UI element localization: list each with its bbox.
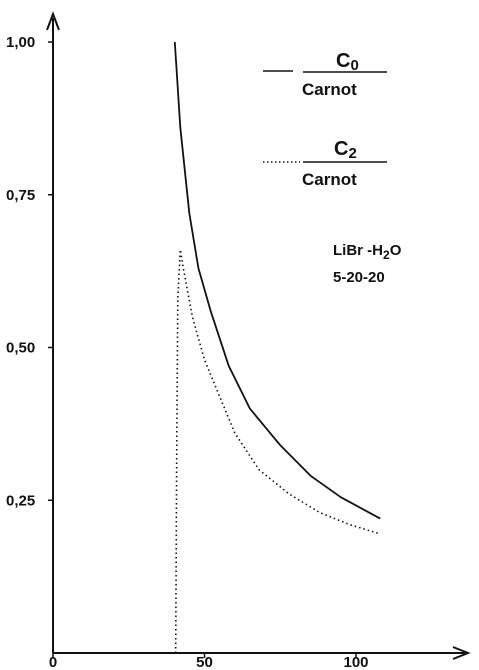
legend-c0-numerator: C0 bbox=[336, 50, 359, 74]
legend-c2-letter: C bbox=[334, 138, 348, 160]
series-line-c2-carnot bbox=[174, 248, 381, 654]
legend-c2-denominator: Carnot bbox=[302, 170, 357, 189]
legend-c0-sub: 0 bbox=[350, 57, 358, 74]
annotation-system-main: LiBr -H bbox=[333, 242, 383, 259]
legend-c2-numerator: C2 bbox=[334, 138, 357, 162]
series bbox=[173, 41, 381, 654]
annotation-conditions: 5-20-20 bbox=[333, 269, 385, 286]
annotation-system-tail: O bbox=[390, 242, 402, 259]
annotation-system-sub: 2 bbox=[383, 248, 390, 262]
x-tick-label: 100 bbox=[343, 654, 368, 670]
legend-c0-letter: C bbox=[336, 50, 350, 72]
y-tick-label: 0,25 bbox=[6, 492, 35, 509]
y-tick-label: 0,50 bbox=[6, 340, 35, 357]
x-ticks: 0 50 100 bbox=[49, 653, 369, 670]
legend: C0 Carnot C2 Carnot bbox=[263, 50, 387, 189]
y-tick-label: 1,00 bbox=[6, 34, 35, 51]
x-axis-arrow bbox=[452, 646, 471, 660]
annotation: LiBr -H2O 5-20-20 bbox=[333, 242, 402, 286]
annotation-system: LiBr -H2O bbox=[333, 242, 402, 262]
legend-entry-c2: C2 Carnot bbox=[263, 138, 387, 189]
x-tick-label: 0 bbox=[49, 654, 57, 670]
legend-entry-c0: C0 Carnot bbox=[263, 50, 387, 99]
y-ticks: 0,25 0,50 0,75 1,00 bbox=[6, 34, 53, 509]
x-tick-label: 50 bbox=[196, 654, 213, 670]
series-line-c0-carnot bbox=[173, 41, 381, 520]
legend-c2-sub: 2 bbox=[348, 145, 356, 162]
y-tick-label: 0,75 bbox=[6, 187, 35, 204]
legend-c0-denominator: Carnot bbox=[302, 80, 357, 99]
axes bbox=[46, 11, 471, 660]
y-axis-arrow bbox=[46, 11, 60, 31]
